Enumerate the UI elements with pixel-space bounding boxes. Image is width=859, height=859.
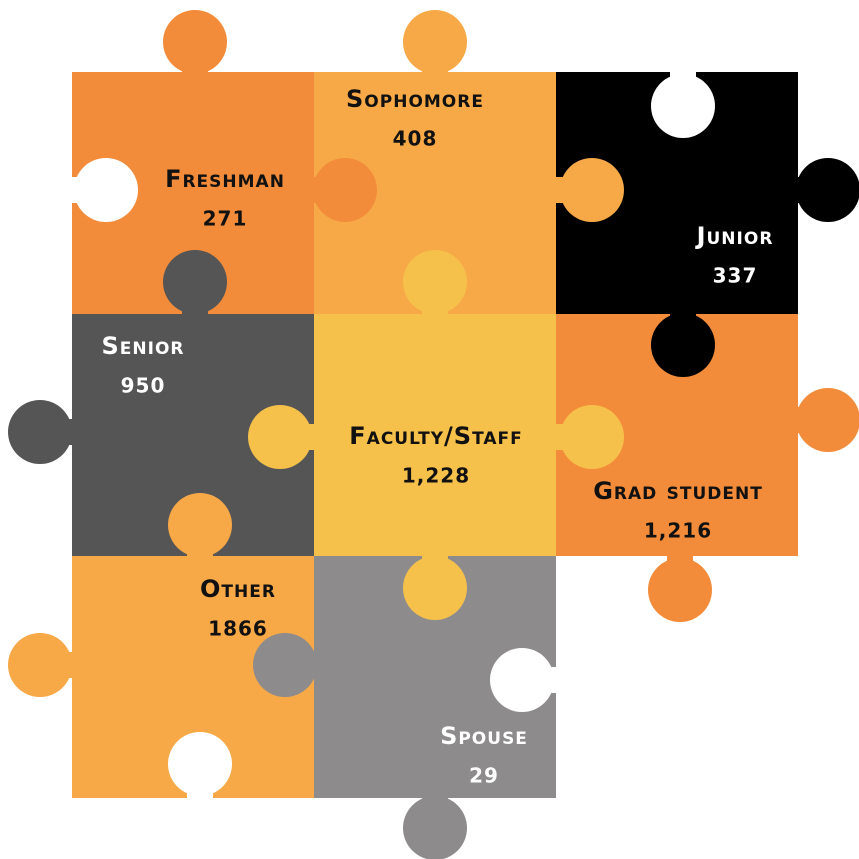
puzzle-knob [796,388,859,452]
piece-label: Grad student [593,477,763,505]
puzzle-hole [490,648,554,712]
piece-label: Spouse [440,722,528,750]
piece-label: Sophomore [346,85,484,113]
puzzle-knob [403,796,467,859]
piece-label: Junior [695,222,774,250]
piece-value: 271 [203,207,248,231]
puzzle-hole [168,732,232,796]
piece-label: Faculty/Staff [349,422,522,450]
puzzle-knob [403,10,467,74]
puzzle-hole [74,158,138,222]
puzzle-knob [248,405,312,469]
puzzle-knob [403,250,467,314]
puzzle-knob [168,493,232,557]
puzzle-knob [8,400,72,464]
piece-label: Other [200,575,276,603]
puzzle-knob [796,158,859,222]
puzzle-knob [648,558,712,622]
puzzle-knob [560,405,624,469]
puzzle-piece [314,314,556,556]
piece-value: 408 [393,127,438,151]
puzzle-knob [8,633,72,697]
piece-value: 1,228 [402,464,470,488]
piece-label: Senior [102,332,185,360]
puzzle-knob [560,158,624,222]
puzzle-knob [253,633,317,697]
piece-value: 1866 [208,617,268,641]
puzzle-hole [651,74,715,138]
piece-value: 1,216 [644,519,712,543]
piece-label: Freshman [165,165,285,193]
piece-value: 950 [121,374,166,398]
puzzle-knob [403,556,467,620]
piece-value: 337 [713,264,758,288]
puzzle-knob [651,313,715,377]
puzzle-knob [163,250,227,314]
puzzle-knob [163,10,227,74]
piece-value: 29 [469,764,499,788]
puzzle-knob [313,158,377,222]
